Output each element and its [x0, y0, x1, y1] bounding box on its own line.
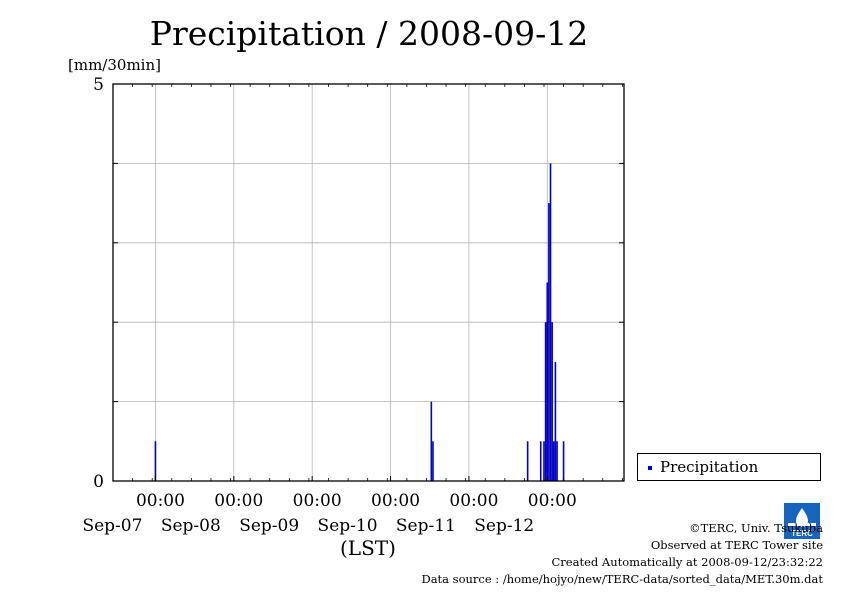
precipitation-bar — [556, 441, 558, 481]
grid-lines — [113, 84, 624, 481]
x-tick-time-label: 00:00 — [528, 491, 577, 511]
x-tick-date-label: Sep-12 — [474, 516, 534, 536]
precipitation-bar — [546, 282, 549, 481]
footer-created: Created Automatically at 2008-09-12/23:3… — [551, 555, 824, 569]
bars-layer — [154, 163, 565, 481]
precipitation-bar — [432, 441, 434, 481]
plot-frame — [112, 83, 625, 482]
precipitation-bar — [544, 322, 547, 481]
x-axis-unit-label: (LST) — [340, 536, 396, 560]
precipitation-bar — [562, 441, 565, 481]
terc-logo-icon: TERC — [784, 503, 820, 539]
axis-ticks — [112, 83, 624, 482]
precipitation-bar — [549, 163, 552, 481]
logo-text: TERC — [791, 529, 813, 538]
precipitation-bar — [548, 203, 550, 481]
footer-copyright: ©TERC, Univ. Tsukuba — [689, 521, 823, 535]
x-tick-date-label: Sep-09 — [239, 516, 299, 536]
x-tick-date-label: Sep-11 — [396, 516, 456, 536]
x-tick-time-label: 00:00 — [293, 491, 342, 511]
x-tick-date-label: Sep-07 — [82, 516, 142, 536]
precipitation-bar — [154, 441, 157, 481]
x-tick-date-label: Sep-10 — [318, 516, 378, 536]
y-axis-unit-label: [mm/30min] — [68, 56, 161, 74]
y-tick-label: 0 — [93, 472, 104, 492]
x-tick-time-label: 00:00 — [214, 491, 263, 511]
precipitation-bar — [543, 441, 545, 481]
x-tick-time-label: 00:00 — [449, 491, 498, 511]
precipitation-bar — [552, 441, 555, 481]
footer-observed: Observed at TERC Tower site — [650, 538, 823, 552]
precipitation-bar — [551, 322, 553, 481]
precipitation-bar — [526, 441, 529, 481]
legend-swatch-precipitation — [648, 466, 652, 470]
footer-source: Data source : /home/hojyo/new/TERC-data/… — [421, 572, 823, 586]
chart-title: Precipitation / 2008-09-12 — [149, 14, 589, 53]
legend-label-precipitation: Precipitation — [660, 458, 759, 476]
y-tick-label: 5 — [93, 75, 104, 95]
axis-labels: 0 5 00:00 Sep-07 00:00 Sep-08 00:00 Sep-09 00:00… — [82, 75, 576, 536]
precipitation-bar — [430, 401, 433, 481]
x-tick-time-label: 00:00 — [136, 491, 185, 511]
precipitation-bar — [539, 441, 542, 481]
x-tick-time-label: 00:00 — [371, 491, 420, 511]
legend: Precipitation — [637, 453, 821, 481]
precipitation-bar — [554, 361, 557, 481]
x-tick-date-label: Sep-08 — [161, 516, 221, 536]
